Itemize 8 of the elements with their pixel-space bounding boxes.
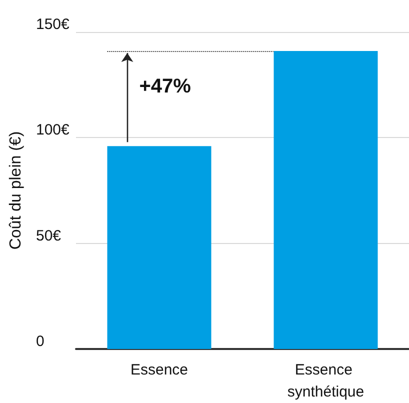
y-tick-label: 150€ bbox=[36, 16, 70, 33]
y-tick-label: 50€ bbox=[36, 227, 62, 244]
y-tick-label: 100€ bbox=[36, 122, 70, 139]
y-tick-label: 0 bbox=[36, 333, 44, 350]
annotation: +47% bbox=[139, 76, 192, 98]
x-tick-label: Essence bbox=[130, 362, 188, 378]
y-axis-title: Coût du plein (€) bbox=[8, 131, 24, 250]
x-tick-label: Essence synthétique bbox=[287, 362, 364, 400]
